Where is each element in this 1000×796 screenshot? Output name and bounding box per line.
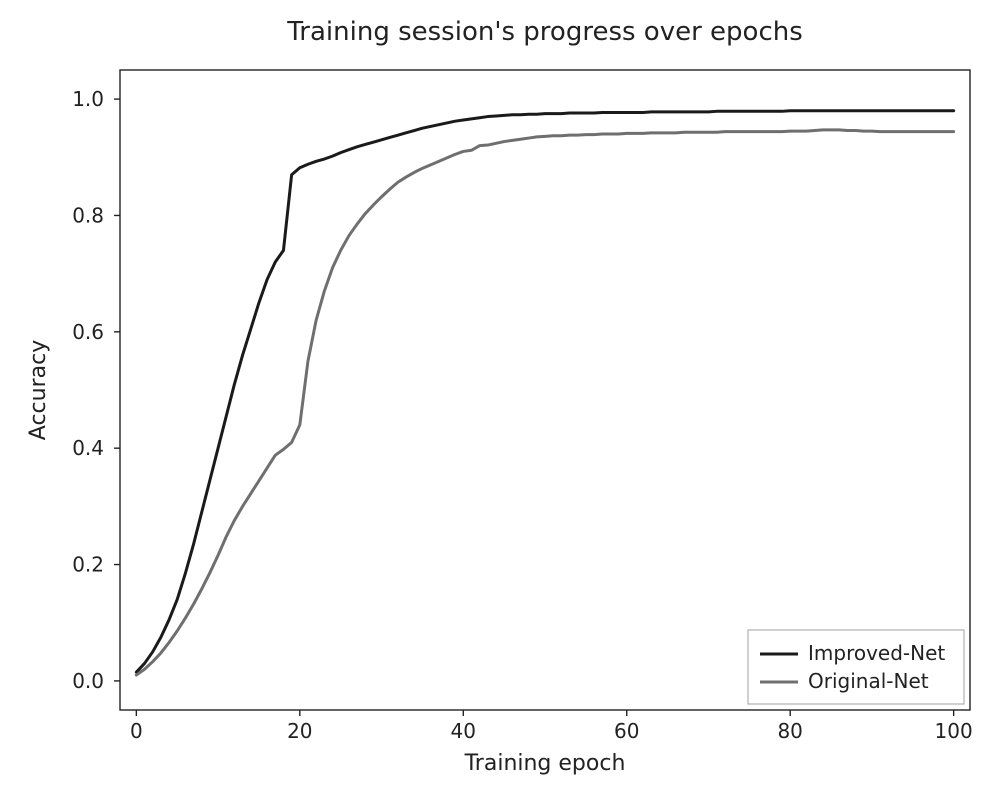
legend-label: Original-Net [808,669,929,693]
legend-label: Improved-Net [808,641,945,665]
chart-container: 0 20 40 60 80 100 0.0 0.2 0.4 0.6 0.8 1.0 Training s… [0,0,1000,796]
y-tick-label: 0.6 [72,320,104,344]
x-tick-label: 40 [451,719,476,743]
chart-title: Training session's progress over epochs [286,17,803,47]
y-tick-label: 0.2 [72,553,104,577]
legend: Improved-Net Original-Net [748,630,964,704]
x-tick-label: 80 [777,719,802,743]
x-tick-label: 20 [287,719,312,743]
x-axis-label: Training epoch [464,751,626,776]
y-axis-label: Accuracy [26,340,51,440]
y-tick-label: 0.8 [72,203,104,227]
y-tick-label: 1.0 [72,87,104,111]
x-tick-label: 0 [130,719,143,743]
line-chart: 0 20 40 60 80 100 0.0 0.2 0.4 0.6 0.8 1.0 Training s… [0,0,1000,796]
x-tick-label: 100 [935,719,973,743]
y-tick-label: 0.4 [72,436,104,460]
y-tick-label: 0.0 [72,669,104,693]
x-tick-label: 60 [614,719,639,743]
